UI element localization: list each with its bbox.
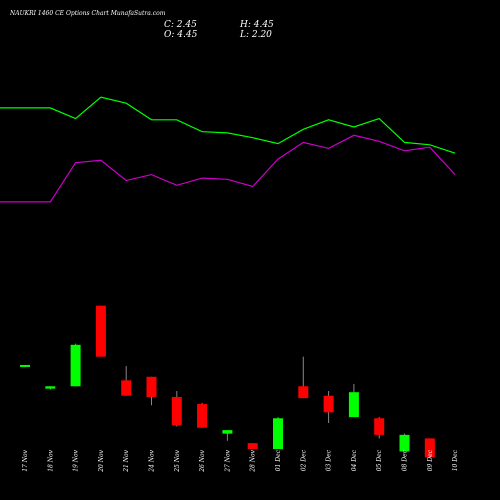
- x-tick-label: 04 Dec: [351, 449, 358, 471]
- candles: [20, 305, 435, 458]
- candle-25-nov: [171, 391, 182, 427]
- x-axis-labels: 17 Nov 18 Nov 19 Nov 20 Nov 21 Nov 24 Nov 25 N…: [22, 449, 459, 472]
- candle-body: [121, 380, 132, 396]
- candle-05-dec: [374, 417, 385, 439]
- candle-28-nov: [247, 443, 258, 450]
- candle-body: [424, 438, 435, 458]
- candle-03-dec: [323, 391, 334, 424]
- candle-body: [146, 376, 157, 397]
- candle-body: [298, 386, 309, 399]
- high-readout: H: 4.45: [239, 20, 274, 30]
- candle-body: [171, 396, 182, 426]
- x-tick-label: 09 Dec: [427, 449, 434, 471]
- candle-body: [197, 404, 208, 428]
- candle-24-nov: [146, 376, 157, 406]
- open-readout: O: 4.45: [164, 30, 198, 40]
- candle-body: [323, 395, 334, 413]
- x-tick-label: 20 Nov: [98, 449, 105, 472]
- candle-body: [348, 392, 359, 418]
- candle-body: [222, 430, 233, 434]
- x-tick-label: 08 Dec: [402, 449, 409, 471]
- candle-21-nov: [121, 366, 132, 396]
- chart-title: NAUKRI 1460 CE Options Chart MunafaSutra…: [9, 10, 166, 17]
- candle-body: [374, 418, 385, 435]
- candle-19-nov: [70, 343, 81, 387]
- candle-18-nov: [45, 386, 56, 390]
- candle-body: [45, 386, 56, 389]
- x-tick-label: 28 Nov: [250, 449, 257, 472]
- x-tick-label: 24 Nov: [149, 449, 156, 472]
- x-tick-label: 01 Dec: [275, 449, 282, 471]
- x-tick-label: 25 Nov: [174, 449, 181, 472]
- candle-01-dec: [273, 417, 283, 450]
- x-tick-label: 27 Nov: [224, 449, 231, 472]
- candle-body: [95, 305, 106, 357]
- overlay-lines: [0, 96, 456, 203]
- x-tick-label: 05 Dec: [376, 449, 383, 471]
- candle-08-dec: [399, 433, 410, 452]
- candle-17-nov: [20, 364, 30, 368]
- low-readout: L: 2.20: [239, 30, 272, 40]
- candle-20-nov: [95, 305, 106, 357]
- candle-27-nov: [222, 430, 233, 441]
- candle-04-dec: [348, 383, 359, 418]
- candle-body: [273, 418, 283, 450]
- candle-body: [399, 434, 410, 452]
- close-readout: C: 2.45: [164, 20, 197, 30]
- candle-body: [247, 443, 258, 450]
- x-tick-label: 19 Nov: [73, 449, 80, 471]
- x-tick-label: 21 Nov: [123, 449, 130, 472]
- candle-26-nov: [197, 402, 208, 428]
- x-tick-label: 17 Nov: [22, 449, 29, 471]
- candle-09-dec: [424, 438, 435, 458]
- x-tick-label: 18 Nov: [47, 449, 54, 471]
- x-tick-label: 10 Dec: [452, 449, 459, 471]
- x-tick-label: 03 Dec: [326, 449, 333, 471]
- candle-body: [70, 344, 81, 387]
- overlay-line-1: [0, 96, 456, 154]
- candle-02-dec: [298, 356, 309, 399]
- overlay-line-2: [0, 134, 456, 203]
- candle-body: [20, 364, 30, 367]
- x-tick-label: 26 Nov: [199, 449, 206, 472]
- x-tick-label: 02 Dec: [300, 449, 307, 471]
